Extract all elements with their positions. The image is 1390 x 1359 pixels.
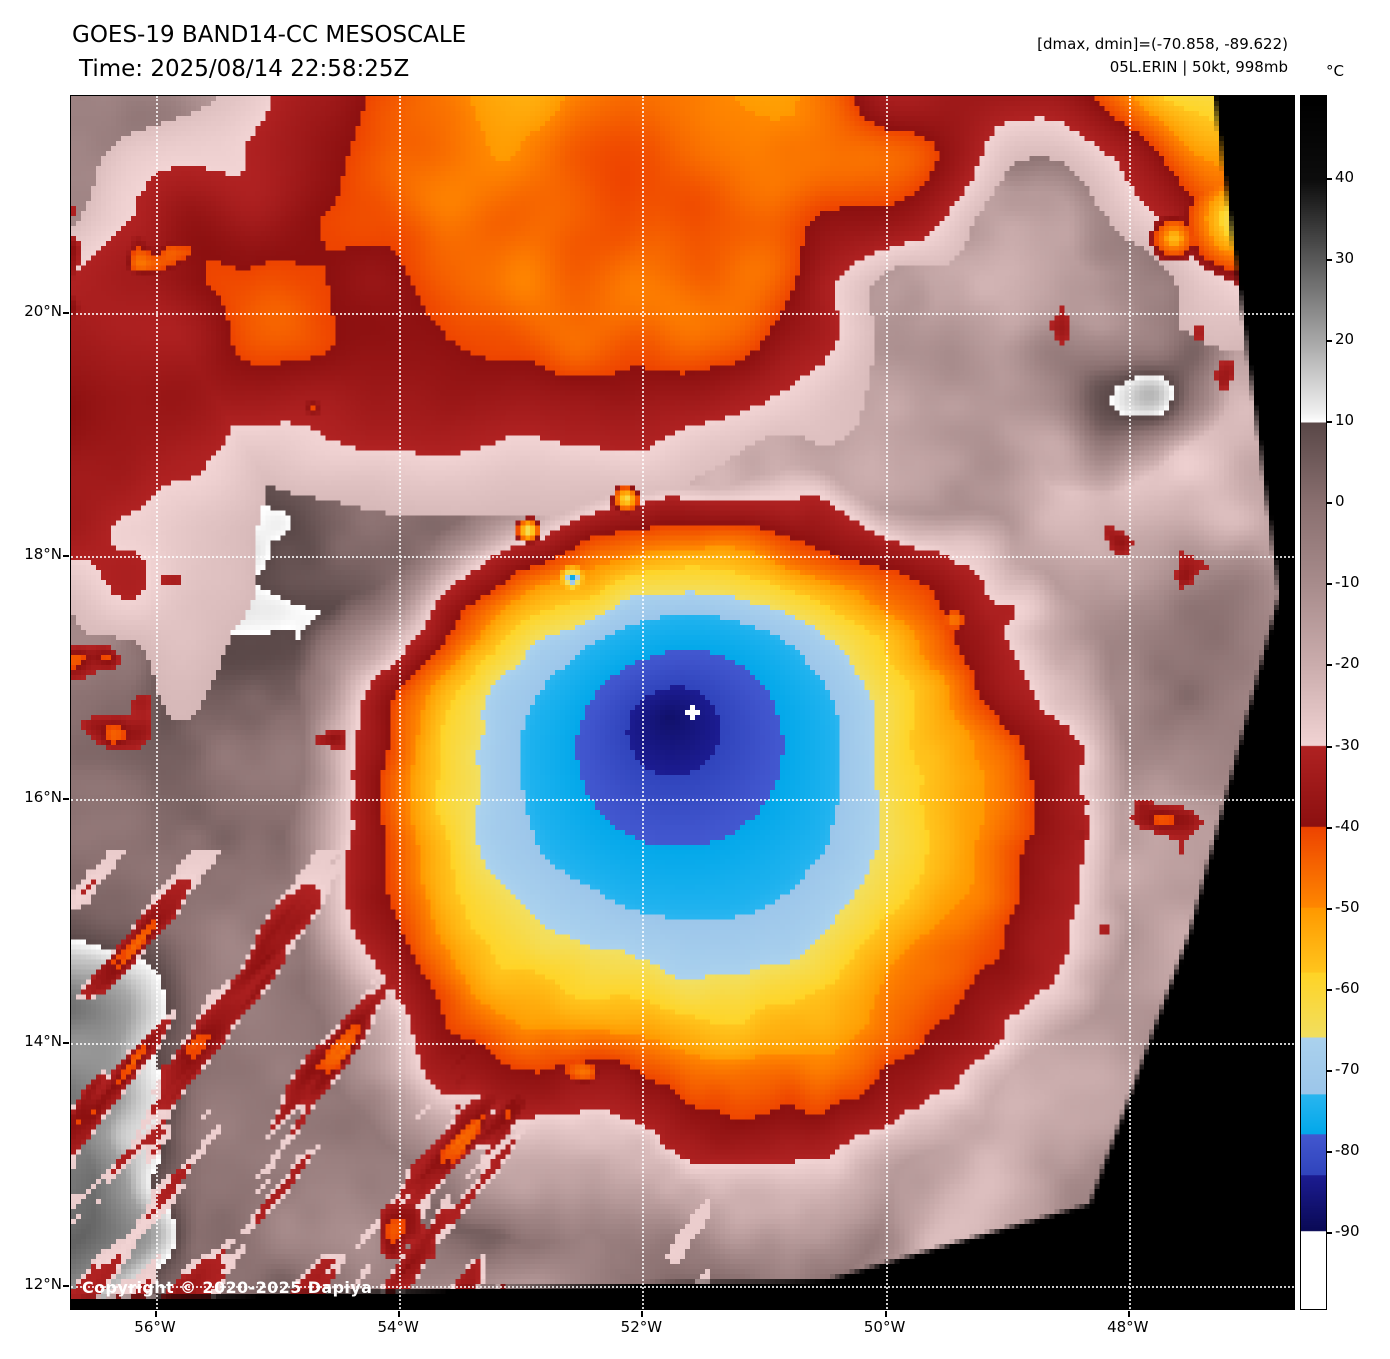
dmax-dmin-readout: [dmax, dmin]=(-70.858, -89.622) <box>1037 35 1288 53</box>
colorbar-tick-label: -20 <box>1335 654 1360 673</box>
lon-tick-mark <box>884 1311 887 1317</box>
colorbar-tick-label: -80 <box>1335 1140 1360 1159</box>
colorbar-tick-label: 10 <box>1335 411 1355 430</box>
colorbar-tick-label: -10 <box>1335 573 1360 592</box>
colorbar-tick-label: 0 <box>1335 492 1345 511</box>
colorbar-tick-mark <box>1327 664 1332 667</box>
lon-tick-label: 50°W <box>863 1318 906 1336</box>
timestamp: Time: 2025/08/14 22:58:25Z <box>79 56 410 82</box>
colorbar-tick-mark <box>1327 1232 1332 1234</box>
colorbar-tick-mark <box>1327 907 1332 910</box>
lon-tick-label: 54°W <box>377 1318 419 1336</box>
colorbar-tick-label: -70 <box>1335 1059 1360 1078</box>
colorbar-tick-label: 20 <box>1335 330 1355 349</box>
colorbar-unit-label: °C <box>1326 62 1344 80</box>
colorbar-tick-mark <box>1327 1150 1332 1153</box>
colorbar-tick-label: 40 <box>1335 168 1355 186</box>
colorbar <box>1300 95 1327 1310</box>
map-plot: Copyright © 2020-2025 Dapiya <box>70 95 1295 1310</box>
lat-tick-mark <box>63 312 69 314</box>
colorbar-tick-label: -40 <box>1335 816 1360 835</box>
lon-tick-mark <box>155 1311 157 1317</box>
lat-tick-label: 12°N <box>24 1274 62 1293</box>
colorbar-gradient-canvas <box>1301 96 1326 1309</box>
colorbar-tick-mark <box>1327 583 1332 586</box>
copyright-label: Copyright © 2020-2025 Dapiya <box>82 1278 373 1297</box>
colorbar-tick-mark <box>1327 502 1332 505</box>
colorbar-tick-label: -50 <box>1335 897 1360 916</box>
lon-tick-label: 48°W <box>1107 1318 1149 1336</box>
lon-tick-mark <box>398 1311 401 1317</box>
satellite-image-canvas <box>71 96 1294 1309</box>
colorbar-tick-mark <box>1327 259 1332 262</box>
colorbar-tick-label: -60 <box>1335 978 1360 997</box>
lat-tick-mark <box>63 555 69 558</box>
colorbar-tick-mark <box>1327 826 1332 829</box>
lat-tick-mark <box>63 1284 69 1287</box>
lon-tick-label: 56°W <box>134 1318 176 1336</box>
lon-tick-mark <box>641 1311 644 1317</box>
lat-tick-label: 20°N <box>24 302 62 320</box>
lat-tick-label: 18°N <box>24 545 62 564</box>
colorbar-tick-label: -90 <box>1335 1222 1360 1240</box>
lon-tick-label: 52°W <box>620 1318 663 1336</box>
storm-info: 05L.ERIN | 50kt, 998mb <box>1109 58 1288 76</box>
colorbar-tick-mark <box>1327 745 1332 748</box>
colorbar-tick-mark <box>1327 340 1332 343</box>
lat-tick-label: 14°N <box>24 1031 62 1050</box>
colorbar-tick-mark <box>1327 988 1332 991</box>
colorbar-tick-label: -30 <box>1335 735 1360 754</box>
lat-tick-mark <box>63 798 69 801</box>
colorbar-tick-label: 30 <box>1335 249 1355 268</box>
lon-tick-mark <box>1127 1311 1130 1317</box>
lat-tick-label: 16°N <box>24 788 62 807</box>
product-title: GOES-19 BAND14-CC MESOSCALE <box>72 22 467 48</box>
lat-tick-mark <box>63 1041 69 1044</box>
colorbar-tick-mark <box>1327 1069 1332 1072</box>
colorbar-tick-mark <box>1327 421 1332 424</box>
colorbar-tick-mark <box>1327 178 1332 180</box>
